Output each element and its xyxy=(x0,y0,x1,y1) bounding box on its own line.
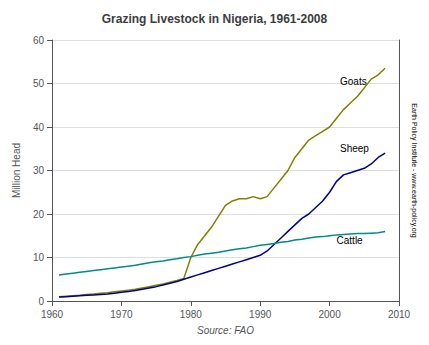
svg-text:30: 30 xyxy=(33,165,45,176)
svg-text:2000: 2000 xyxy=(318,309,341,320)
svg-text:Source: FAO: Source: FAO xyxy=(197,325,254,336)
svg-text:Earth Policy Institute - www.e: Earth Policy Institute - www.earth-polic… xyxy=(410,103,418,238)
svg-text:0: 0 xyxy=(38,296,44,307)
svg-text:50: 50 xyxy=(33,78,45,89)
svg-text:2010: 2010 xyxy=(388,309,411,320)
svg-text:Million Head: Million Head xyxy=(11,143,22,198)
svg-text:40: 40 xyxy=(33,122,45,133)
svg-text:Goats: Goats xyxy=(340,76,367,87)
svg-text:Sheep: Sheep xyxy=(340,143,369,154)
svg-text:1990: 1990 xyxy=(249,309,272,320)
svg-text:20: 20 xyxy=(33,209,45,220)
svg-text:1980: 1980 xyxy=(180,309,203,320)
svg-text:1960: 1960 xyxy=(41,309,64,320)
svg-text:60: 60 xyxy=(33,35,45,46)
svg-text:Grazing Livestock in Nigeria,: Grazing Livestock in Nigeria, 1961-2008 xyxy=(102,12,328,26)
svg-text:1970: 1970 xyxy=(110,309,133,320)
svg-text:10: 10 xyxy=(33,252,45,263)
svg-text:Cattle: Cattle xyxy=(337,235,364,246)
